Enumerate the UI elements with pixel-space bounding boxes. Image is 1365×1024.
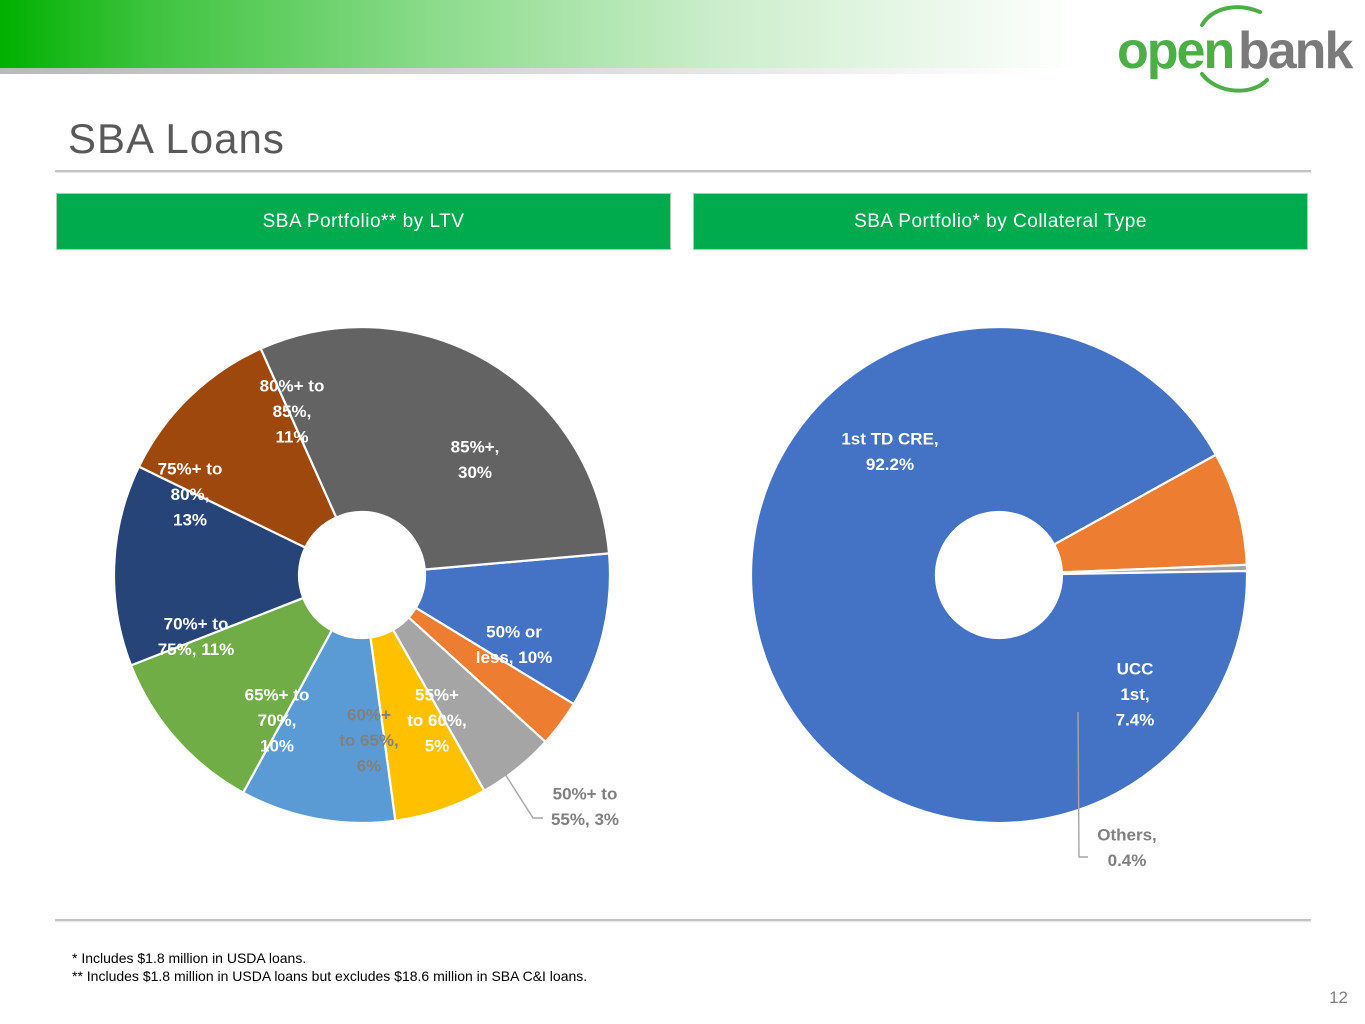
collateral-chart-header: SBA Portfolio* by Collateral Type <box>693 193 1308 250</box>
label-others: Others, 0.4% <box>1097 825 1157 870</box>
label-ucc-1st: UCC 1st, 7.4% <box>1116 660 1155 730</box>
ltv-donut-chart: 50% or less, 10% 50%+ to 55%, 3% 55%+ to 60%,… <box>112 325 619 829</box>
slice-80-to-85 <box>137 347 338 549</box>
logo-arc-top-icon <box>1200 5 1262 27</box>
footer-divider <box>55 919 1311 921</box>
label-80-to-85: 80%+ to 85%, 11% <box>260 377 325 447</box>
label-55-to-60: 55%+ to 60%, 5% <box>407 686 467 756</box>
logo-text-open: open <box>1117 22 1233 80</box>
slice-50-or-less <box>414 552 612 706</box>
footnotes: * Includes $1.8 million in USDA loans. *… <box>72 949 587 985</box>
label-70-to-75: 70%+ to 75%, 11% <box>158 614 235 659</box>
callout-line-50-to-55 <box>455 696 543 819</box>
page-number: 12 <box>1329 988 1348 1007</box>
label-75-to-80: 75%+ to 80%, 13% <box>158 460 223 530</box>
label-1st-td-cre: 1st TD CRE, 92.2% <box>841 429 938 474</box>
top-gradient-banner <box>0 0 1100 68</box>
page-title: SBA Loans <box>68 115 285 162</box>
callout-line-others <box>1077 711 1088 858</box>
label-85: 85%+, 30% <box>451 437 500 482</box>
logo-text-bank: bank <box>1238 22 1353 80</box>
logo-arc-bottom-icon <box>1200 72 1269 93</box>
openbank-logo: open bank <box>1112 2 1362 98</box>
footnote-usda: * Includes $1.8 million in USDA loans. <box>72 950 307 966</box>
slice-65-to-70 <box>241 628 397 825</box>
slice-85 <box>259 325 611 571</box>
banner-shadow <box>0 68 1100 74</box>
title-divider <box>55 170 1311 172</box>
label-60-to-65: 60%+ to 65%, 6% <box>339 706 399 776</box>
ltv-chart-header: SBA Portfolio** by LTV <box>56 193 671 250</box>
label-65-to-70: 65%+ to 70%, 10% <box>245 686 310 756</box>
label-50-to-55: 50%+ to 55%, 3% <box>551 784 619 829</box>
slice-75-to-80 <box>112 465 307 667</box>
footnote-usda-excludes: ** Includes $1.8 million in USDA loans b… <box>72 968 588 984</box>
label-50-or-less: 50% or less, 10% <box>476 622 553 667</box>
slice-1st-td-cre <box>749 325 1249 825</box>
collateral-donut-chart: UCC 1st, 7.4% Others, 0.4% 1st TD CRE, 92.2% <box>749 325 1249 870</box>
